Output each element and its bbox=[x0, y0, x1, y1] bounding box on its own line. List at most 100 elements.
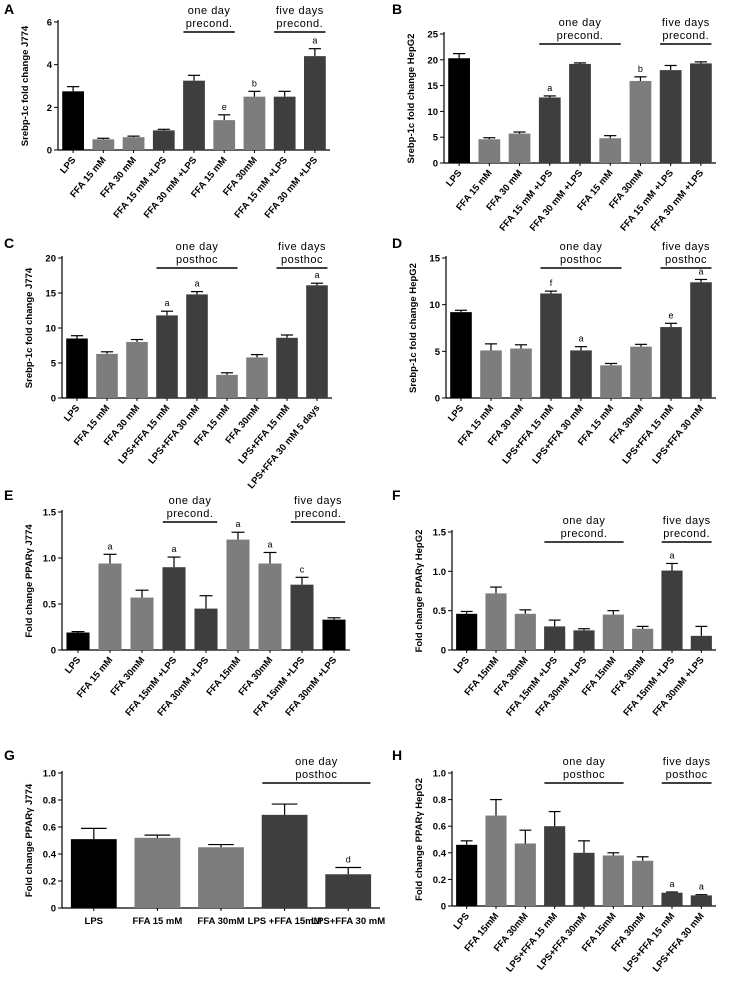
x-tick-label: FFA 30 mM +LPS bbox=[528, 168, 586, 234]
y-tick-label: 0 bbox=[435, 394, 440, 405]
significance-label: a bbox=[235, 519, 240, 529]
group-caption: precond. bbox=[186, 18, 233, 30]
group-caption: precond. bbox=[663, 528, 710, 540]
y-tick-label: 25 bbox=[427, 30, 438, 41]
bar bbox=[162, 567, 186, 650]
significance-label: c bbox=[300, 564, 305, 574]
x-tick-label: FFA 15 mM bbox=[133, 916, 183, 927]
significance-label: a bbox=[107, 541, 112, 551]
bar bbox=[258, 563, 282, 650]
y-tick-label: 15 bbox=[45, 289, 56, 300]
bar bbox=[98, 563, 122, 650]
significance-label: a bbox=[171, 544, 176, 554]
group-caption: five days bbox=[276, 5, 324, 17]
y-tick-label: 15 bbox=[427, 81, 438, 92]
group-caption: posthoc bbox=[295, 769, 337, 781]
bar bbox=[213, 120, 236, 150]
bar bbox=[246, 357, 268, 398]
bar bbox=[70, 839, 117, 908]
bar bbox=[216, 374, 238, 398]
bar bbox=[599, 138, 622, 163]
significance-label: b bbox=[638, 64, 643, 74]
x-tick-label: FFA 15mM +LPS bbox=[621, 655, 677, 719]
y-tick-label: 5 bbox=[51, 359, 57, 370]
bar bbox=[600, 365, 622, 398]
bar bbox=[573, 630, 595, 650]
significance-label: d bbox=[346, 855, 351, 865]
panel-letter: E bbox=[4, 487, 13, 503]
group-caption: posthoc bbox=[281, 254, 323, 266]
y-tick-label: 1.0 bbox=[433, 567, 446, 578]
x-tick-label: LPS+FFA 15 mM bbox=[621, 911, 677, 975]
bar bbox=[659, 70, 682, 163]
y-tick-label: 0.6 bbox=[433, 822, 446, 833]
y-tick-label: 0.5 bbox=[433, 606, 447, 617]
bar bbox=[485, 593, 507, 650]
group-caption: one day bbox=[295, 756, 338, 768]
significance-label: a bbox=[669, 550, 674, 560]
bar bbox=[92, 139, 115, 150]
x-tick-label: LPS bbox=[452, 655, 472, 676]
bar bbox=[573, 852, 595, 906]
group-caption: one day bbox=[169, 495, 212, 507]
panel-letter: B bbox=[392, 1, 402, 17]
y-tick-label: 0.5 bbox=[43, 600, 57, 611]
bar bbox=[456, 613, 478, 650]
bar bbox=[448, 58, 470, 163]
bar bbox=[62, 91, 84, 150]
x-tick-label: FFA 30mM +LPS bbox=[533, 655, 589, 719]
x-tick-label: FFA 30 mM +LPS bbox=[142, 155, 200, 221]
group-caption: one day bbox=[188, 5, 231, 17]
bar bbox=[325, 874, 372, 908]
panel-letter: C bbox=[4, 235, 14, 251]
y-tick-label: 4 bbox=[47, 60, 53, 71]
group-caption: one day bbox=[563, 756, 606, 768]
bar bbox=[630, 346, 652, 398]
y-tick-label: 0 bbox=[441, 902, 446, 913]
x-tick-label: FFA 15 mM +LPS bbox=[618, 168, 676, 234]
y-tick-label: 0 bbox=[441, 646, 446, 657]
group-caption: posthoc bbox=[563, 769, 605, 781]
y-tick-label: 20 bbox=[45, 254, 56, 265]
bar bbox=[226, 539, 250, 650]
y-tick-label: 1.5 bbox=[43, 508, 57, 519]
bar bbox=[690, 63, 712, 163]
panel-letter: G bbox=[4, 747, 15, 763]
bar bbox=[602, 855, 624, 906]
y-tick-label: 10 bbox=[427, 107, 438, 118]
y-axis-label: Srebp-1c fold change J774 bbox=[20, 25, 31, 146]
y-axis-label: Fold change PPARγ HepG2 bbox=[414, 530, 425, 653]
panel-f: F 0 0.5 1.0 1.5 Fold change PPARγ HepG2 LPS FFA… bbox=[392, 487, 716, 718]
x-tick-label: LPS+FFA 15 mM bbox=[504, 911, 560, 975]
bar bbox=[510, 348, 532, 398]
panel-h: H 0 0.2 0.4 0.6 0.8 1.0 Fold change PPARγ HepG2… bbox=[392, 747, 716, 974]
group-caption: posthoc bbox=[176, 254, 218, 266]
y-axis-label: Fold change PPARγ J774 bbox=[24, 524, 35, 638]
bar bbox=[186, 294, 208, 398]
bar bbox=[514, 843, 536, 906]
x-tick-label: FFA 15 mM +LPS bbox=[497, 168, 555, 234]
group-caption: one day bbox=[560, 241, 603, 253]
y-tick-label: 1.0 bbox=[43, 769, 56, 780]
bar bbox=[632, 628, 654, 650]
y-tick-label: 0 bbox=[51, 904, 56, 915]
y-tick-label: 0.2 bbox=[43, 877, 56, 888]
bar bbox=[480, 350, 502, 398]
x-tick-label: FFA 15 mM +LPS bbox=[232, 155, 290, 221]
group-caption: five days bbox=[662, 17, 710, 29]
x-tick-label: LPS+FFA 30 mM bbox=[651, 911, 707, 975]
y-tick-label: 1.0 bbox=[43, 554, 56, 565]
bar bbox=[661, 892, 683, 906]
group-caption: five days bbox=[663, 756, 711, 768]
bar bbox=[602, 614, 624, 650]
bar bbox=[540, 293, 562, 398]
bar bbox=[134, 837, 181, 908]
y-tick-label: 0.4 bbox=[433, 848, 447, 859]
panel-a: A 0 2 4 6 Srebp-1c fold change J774 LPS FFA 15 … bbox=[4, 1, 330, 221]
significance-label: a bbox=[578, 334, 583, 344]
y-tick-label: 0 bbox=[51, 646, 56, 657]
group-caption: one day bbox=[559, 17, 602, 29]
bar bbox=[690, 895, 712, 906]
bar bbox=[450, 312, 472, 398]
